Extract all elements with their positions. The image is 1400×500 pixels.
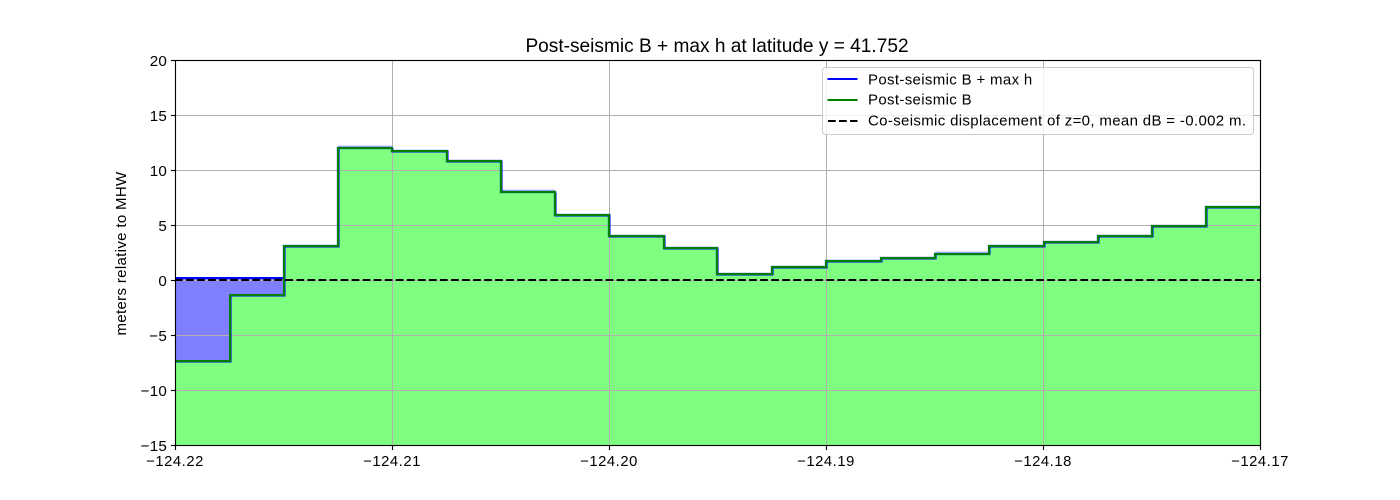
svg-text:15: 15 — [150, 108, 167, 125]
svg-text:−124.18: −124.18 — [1014, 454, 1072, 470]
svg-text:20: 20 — [150, 53, 167, 70]
svg-text:5: 5 — [158, 218, 167, 235]
svg-text:−15: −15 — [141, 438, 167, 455]
svg-text:−124.20: −124.20 — [580, 454, 638, 470]
svg-text:−124.17: −124.17 — [1231, 454, 1289, 470]
svg-text:Co-seismic displacement of z=0: Co-seismic displacement of z=0, mean dB … — [868, 112, 1246, 129]
svg-text:Post-seismic B + max h: Post-seismic B + max h — [868, 71, 1033, 88]
svg-text:−124.22: −124.22 — [146, 454, 204, 470]
svg-text:0: 0 — [158, 273, 167, 290]
svg-text:−10: −10 — [141, 383, 167, 400]
svg-text:−124.21: −124.21 — [363, 454, 421, 470]
svg-text:meters relative to MHW: meters relative to MHW — [113, 171, 130, 335]
svg-text:−124.19: −124.19 — [797, 454, 855, 470]
svg-text:Post-seismic B: Post-seismic B — [868, 91, 972, 108]
svg-text:−5: −5 — [149, 328, 167, 345]
svg-text:Post-seismic B + max h at lati: Post-seismic B + max h at latitude y = 4… — [525, 36, 908, 57]
svg-text:10: 10 — [150, 163, 167, 180]
